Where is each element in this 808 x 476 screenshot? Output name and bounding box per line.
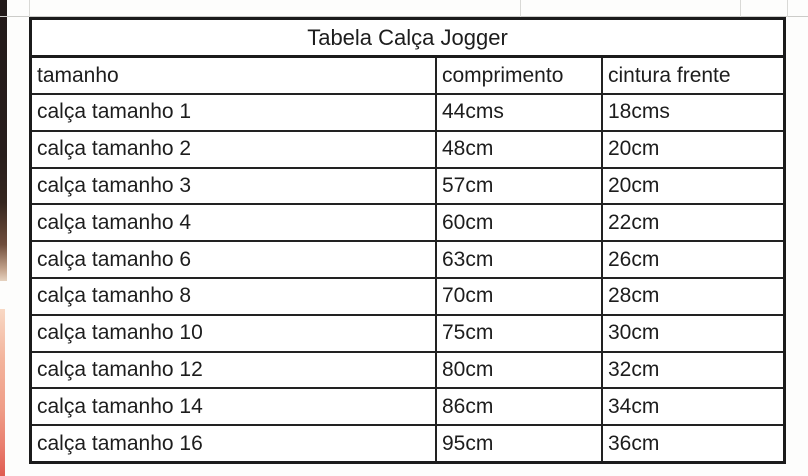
table-row: calça tamanho 1 44cms 18cms [32,95,783,132]
table-cell[interactable]: 86cm [437,389,603,425]
table-cell[interactable]: 60cm [437,205,603,241]
table-cell[interactable]: calça tamanho 1 [32,95,437,130]
table-cell[interactable]: calça tamanho 2 [32,131,437,167]
sheet-gridline-vertical [520,0,521,17]
column-header-comprimento[interactable]: comprimento [437,58,603,93]
table-title-cell[interactable]: Tabela Calça Jogger [32,20,783,58]
table-row: calça tamanho 3 57cm 20cm [32,168,783,206]
column-header-tamanho[interactable]: tamanho [32,58,437,93]
table-cell[interactable]: calça tamanho 4 [32,205,437,241]
left-edge-dark-strip [0,0,7,281]
column-header-cintura-frente[interactable]: cintura frente [608,63,731,87]
table-cell[interactable]: 34cm [608,394,660,418]
table-cell[interactable]: 48cm [437,131,603,167]
table-cell[interactable]: 30cm [608,321,660,345]
size-table: Tabela Calça Jogger tamanho comprimento … [29,17,786,464]
table-cell[interactable]: 28cm [608,284,660,308]
table-body: calça tamanho 1 44cms 18cms calça tamanho 2… [32,95,783,461]
table-cell[interactable]: 95cm [437,426,603,461]
table-cell[interactable]: calça tamanho 14 [32,389,437,425]
table-cell[interactable]: 57cm [437,168,603,204]
table-cell[interactable]: 70cm [437,278,603,314]
table-cell[interactable]: calça tamanho 12 [32,352,437,388]
sheet-gridline-horizontal [0,16,808,17]
table-cell[interactable]: calça tamanho 16 [32,426,437,461]
table-cell[interactable]: 20cm [608,173,660,197]
table-cell[interactable]: 75cm [437,315,603,351]
table-cell[interactable]: 22cm [608,210,660,234]
table-cell[interactable]: 18cms [608,100,670,124]
table-row: calça tamanho 16 95cm 36cm [32,426,783,461]
table-cell[interactable]: 32cm [608,357,660,381]
sheet-gridline-vertical [740,0,741,17]
table-header-row: tamanho comprimento cintura frente [32,58,783,95]
table-row: calça tamanho 4 60cm 22cm [32,205,783,243]
table-row: calça tamanho 8 70cm 28cm [32,278,783,316]
table-row: calça tamanho 10 75cm 30cm [32,315,783,353]
table-row: calça tamanho 12 80cm 32cm [32,352,783,390]
table-cell[interactable]: calça tamanho 3 [32,168,437,204]
table-cell[interactable]: 26cm [608,247,660,271]
table-cell[interactable]: 36cm [608,431,660,455]
table-cell[interactable]: calça tamanho 10 [32,315,437,351]
table-cell[interactable]: 63cm [437,242,603,277]
table-row: calça tamanho 2 48cm 20cm [32,131,783,169]
left-edge-pink-strip [0,309,5,476]
table-cell[interactable]: calça tamanho 8 [32,278,437,314]
table-cell[interactable]: 20cm [608,137,660,161]
table-cell[interactable]: 44cms [437,95,603,130]
table-cell[interactable]: calça tamanho 6 [32,242,437,277]
table-row: calça tamanho 6 63cm 26cm [32,242,783,279]
table-cell[interactable]: 80cm [437,352,603,388]
table-row: calça tamanho 14 86cm 34cm [32,389,783,427]
sheet-gridline-vertical [29,0,30,17]
sheet-gridline-vertical [787,0,788,17]
